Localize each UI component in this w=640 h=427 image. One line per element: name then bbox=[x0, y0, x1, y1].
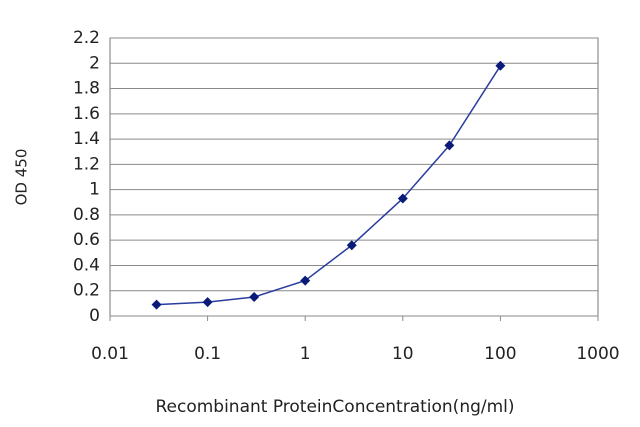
y-tick-label: 0.8 bbox=[73, 205, 100, 225]
y-axis-label: OD 450 bbox=[13, 149, 31, 206]
y-tick-label: 2.2 bbox=[73, 28, 100, 48]
y-tick-label: 0.2 bbox=[73, 281, 100, 301]
y-tick-label: 1.2 bbox=[73, 154, 100, 174]
data-point bbox=[444, 140, 455, 151]
plot-area bbox=[109, 37, 599, 317]
y-tick-label: 0 bbox=[89, 306, 100, 326]
x-tick-label: 0.01 bbox=[91, 344, 129, 364]
y-tick-label: 1.4 bbox=[73, 129, 100, 149]
x-tick-label: 1000 bbox=[576, 344, 619, 364]
data-point bbox=[300, 275, 311, 286]
x-tick-label: 0.1 bbox=[194, 344, 221, 364]
x-tick-label: 10 bbox=[392, 344, 414, 364]
data-point bbox=[346, 240, 357, 251]
y-tick-label: 0.4 bbox=[73, 255, 100, 275]
x-tick-label: 1 bbox=[300, 344, 311, 364]
data-point bbox=[495, 60, 506, 71]
data-point bbox=[151, 299, 162, 310]
y-tick-label: 1 bbox=[89, 180, 100, 200]
y-tick-label: 1.6 bbox=[73, 104, 100, 124]
data-point bbox=[202, 297, 213, 308]
series-line bbox=[156, 65, 502, 306]
y-tick-label: 0.6 bbox=[73, 230, 100, 250]
y-tick-label: 2 bbox=[89, 53, 100, 73]
y-tick-label: 1.8 bbox=[73, 79, 100, 99]
data-point bbox=[249, 292, 260, 303]
data-point bbox=[397, 193, 408, 204]
x-tick-label: 100 bbox=[484, 344, 516, 364]
x-axis-label: Recombinant ProteinConcentration(ng/ml) bbox=[155, 397, 514, 417]
